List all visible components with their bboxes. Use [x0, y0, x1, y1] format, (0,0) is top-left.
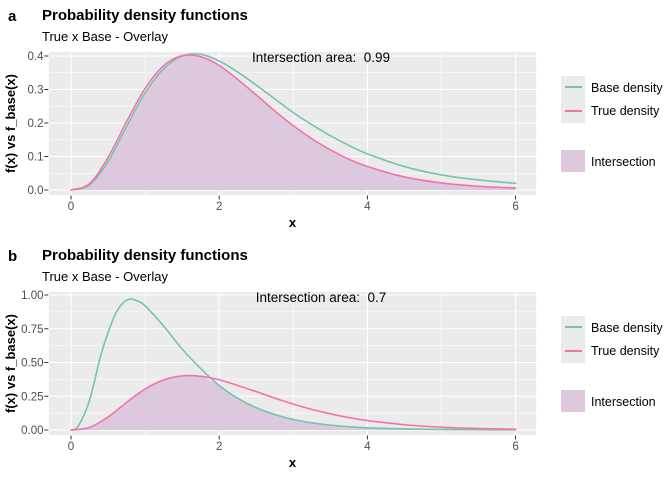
panel-b-subtitle: True x Base - Overlay — [42, 269, 168, 284]
legend-label-true-density: True density — [591, 104, 660, 118]
x-tick-label: 4 — [364, 201, 371, 213]
panel-b-tag: b — [8, 248, 18, 265]
y-tick-label: 1.00 — [21, 290, 43, 302]
x-tick-label: 0 — [68, 441, 74, 453]
x-tick-label: 2 — [216, 201, 222, 213]
base-density-line-swatch — [564, 326, 582, 329]
legend-label-intersection: Intersection — [591, 154, 656, 169]
panel-b: 0 2 4 6 0.00 0.25 0.50 0.75 1.00 x f(x) vs f_base(… — [0, 240, 672, 480]
x-tick-label: 2 — [216, 441, 222, 453]
intersection-area — [71, 54, 516, 190]
y-tick-label: 0.00 — [21, 425, 43, 437]
legend-label-intersection: Intersection — [591, 394, 656, 409]
x-tick-label: 6 — [512, 441, 518, 453]
x-tick-label: 6 — [512, 201, 518, 213]
legend-key-intersection — [561, 390, 585, 413]
x-tick-label: 4 — [364, 441, 371, 453]
y-axis-title: f(x) vs f_base(x) — [3, 314, 18, 413]
panel-b-legend: Base density True density Intersection — [0, 240, 672, 480]
x-axis-title: x — [289, 455, 297, 470]
panel-a: 0 2 4 6 0.0 0.1 0.2 0.3 0.4 x f(x) vs f_base(x) a … — [3, 7, 663, 230]
y-tick-label: 0.2 — [28, 118, 44, 130]
x-tick-label: 0 — [68, 201, 74, 213]
panel-b-plot-svg: 0 2 4 6 0.00 0.25 0.50 0.75 1.00 x f(x) vs f_base(… — [3, 290, 537, 470]
true-density-curve — [70, 54, 517, 191]
y-axis-title: f(x) vs f_base(x) — [3, 74, 18, 173]
y-tick-label: 0.50 — [21, 358, 43, 370]
legend-label-base-density: Base density — [591, 320, 663, 335]
panel-a-annotation: Intersection area: 0.99 — [251, 50, 391, 65]
legend-key-true-density — [561, 339, 585, 363]
legend-key-true-density — [561, 99, 585, 123]
panel-b-title: Probability density functions — [42, 247, 248, 264]
panel-b-annotation: Intersection area: 0.7 — [255, 290, 387, 305]
y-tick-label: 0.3 — [28, 85, 44, 97]
intersection-area — [71, 375, 516, 430]
panel-a-legend: Base density True density Intersection — [561, 75, 663, 173]
legend-key-base-density — [561, 315, 585, 339]
legend-label-true-density: True density — [591, 344, 660, 358]
true-density-curve — [70, 374, 517, 431]
y-tick-label: 0.75 — [21, 324, 43, 336]
base-density-line-swatch — [564, 86, 582, 89]
true-density-line-swatch — [564, 109, 582, 112]
x-axis-title: x — [289, 215, 297, 230]
panel-a-title: Probability density functions — [42, 7, 248, 24]
y-tick-label: 0.1 — [28, 152, 44, 164]
legend-key-base-density — [561, 75, 585, 99]
y-tick-label: 0.25 — [21, 391, 43, 403]
true-density-line-swatch — [564, 349, 582, 352]
panel-a-subtitle: True x Base - Overlay — [42, 29, 168, 44]
panel-a-tag: a — [8, 8, 17, 25]
base-density-curve — [70, 53, 517, 191]
panel-a-plot-svg: 0 2 4 6 0.0 0.1 0.2 0.3 0.4 x f(x) vs f_base(x) — [3, 51, 537, 230]
y-tick-label: 0.4 — [28, 51, 45, 63]
y-tick-label: 0.0 — [28, 185, 44, 197]
legend-label-base-density: Base density — [591, 80, 663, 95]
legend-key-intersection — [561, 150, 585, 173]
